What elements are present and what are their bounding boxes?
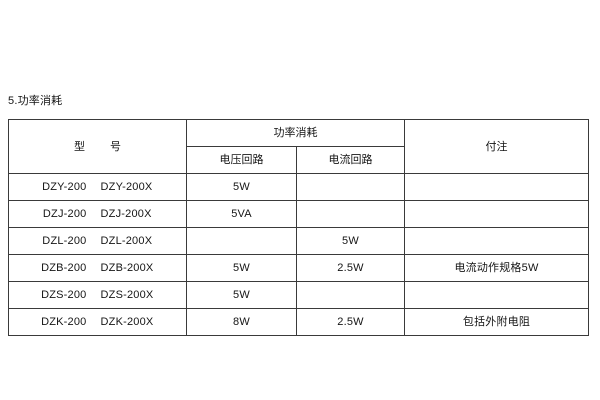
cell-model: DZL-200 DZL-200X <box>8 227 187 255</box>
cell-remark <box>404 281 589 309</box>
table-row: DZS-200 DZS-200X 5W <box>8 281 589 309</box>
cell-remark <box>404 173 589 201</box>
cell-remark <box>404 227 589 255</box>
model-code-primary: DZY-200 <box>42 181 87 193</box>
table-body: DZY-200 DZY-200X 5W DZJ-200 DZJ-200X 5VA D… <box>8 173 589 336</box>
model-code-secondary: DZJ-200X <box>100 208 152 220</box>
cell-current-circuit: 5W <box>296 227 405 255</box>
cell-model: DZB-200 DZB-200X <box>8 254 187 282</box>
table-header: 型 号 功率消耗 付注 电压回路 电流回路 <box>8 119 589 174</box>
cell-current-circuit <box>296 200 405 228</box>
cell-current-circuit: 2.5W <box>296 254 405 282</box>
cell-voltage-circuit: 5W <box>186 281 297 309</box>
table-row: DZL-200 DZL-200X 5W <box>8 227 589 255</box>
cell-model: DZJ-200 DZJ-200X <box>8 200 187 228</box>
column-header-current-circuit: 电流回路 <box>296 146 405 174</box>
column-header-model-label: 型 号 <box>74 140 128 153</box>
model-code-secondary: DZY-200X <box>100 181 153 193</box>
model-code-primary: DZL-200 <box>42 235 87 247</box>
power-consumption-table: 型 号 功率消耗 付注 电压回路 电流回路 DZY-200 DZY-200X 5W <box>8 119 589 336</box>
model-code-primary: DZJ-200 <box>42 208 87 220</box>
cell-current-circuit: 2.5W <box>296 308 405 336</box>
cell-model: DZY-200 DZY-200X <box>8 173 187 201</box>
model-code-primary: DZB-200 <box>41 262 87 274</box>
model-code-secondary: DZK-200X <box>100 316 154 328</box>
cell-remark: 电流动作规格5W <box>404 254 589 282</box>
cell-voltage-circuit: 8W <box>186 308 297 336</box>
model-code-primary: DZK-200 <box>41 316 87 328</box>
cell-remark <box>404 200 589 228</box>
cell-remark: 包括外附电阻 <box>404 308 589 336</box>
cell-model: DZK-200 DZK-200X <box>8 308 187 336</box>
model-code-secondary: DZL-200X <box>100 235 153 247</box>
column-header-power-consumption: 功率消耗 <box>186 119 405 147</box>
cell-voltage-circuit: 5VA <box>186 200 297 228</box>
cell-voltage-circuit: 5W <box>186 173 297 201</box>
model-code-secondary: DZS-200X <box>100 289 154 301</box>
cell-voltage-circuit: 5W <box>186 254 297 282</box>
cell-current-circuit <box>296 173 405 201</box>
column-header-model: 型 号 <box>8 119 187 174</box>
model-code-primary: DZS-200 <box>41 289 87 301</box>
column-header-remark: 付注 <box>404 119 589 174</box>
table-row: DZK-200 DZK-200X 8W 2.5W 包括外附电阻 <box>8 308 589 336</box>
cell-current-circuit <box>296 281 405 309</box>
power-consumption-table-container: 型 号 功率消耗 付注 电压回路 电流回路 DZY-200 DZY-200X 5W <box>8 119 589 336</box>
column-header-voltage-circuit: 电压回路 <box>186 146 297 174</box>
cell-voltage-circuit <box>186 227 297 255</box>
table-header-row-sub: 电压回路 电流回路 <box>9 146 589 174</box>
model-code-secondary: DZB-200X <box>100 262 154 274</box>
table-row: DZJ-200 DZJ-200X 5VA <box>8 200 589 228</box>
section-title: 5.功率消耗 <box>8 95 63 107</box>
table-row: DZY-200 DZY-200X 5W <box>8 173 589 201</box>
table-header-row-group: 型 号 功率消耗 付注 <box>8 119 589 174</box>
cell-model: DZS-200 DZS-200X <box>8 281 187 309</box>
table-row: DZB-200 DZB-200X 5W 2.5W 电流动作规格5W <box>8 254 589 282</box>
